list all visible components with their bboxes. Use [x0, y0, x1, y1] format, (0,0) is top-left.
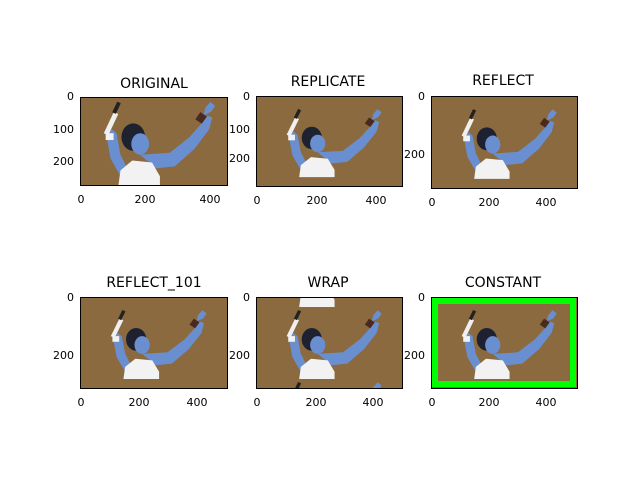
ytick-label: 0	[243, 291, 250, 304]
image-axes-constant	[431, 297, 578, 389]
ytick-label: 0	[67, 90, 74, 103]
image-render	[257, 97, 402, 186]
image-axes-reflect	[431, 96, 578, 189]
panel-title-original: ORIGINAL	[120, 76, 188, 92]
xtick-label: 0	[428, 196, 436, 209]
image-axes-reflect-101	[80, 297, 228, 389]
panel-title-reflect: REFLECT	[472, 73, 534, 89]
xtick-label: 0	[77, 193, 85, 206]
xtick-label: 400	[535, 396, 557, 409]
ytick-label: 0	[67, 291, 74, 304]
xtick-label: 400	[186, 396, 208, 409]
image-render	[432, 298, 577, 388]
ytick-label: 0	[418, 90, 425, 103]
xtick-label: 0	[253, 396, 261, 409]
panel-title-replicate: REPLICATE	[290, 74, 366, 90]
xtick-label: 400	[365, 194, 387, 207]
image-render	[81, 298, 227, 388]
image-axes-original	[80, 97, 228, 186]
xtick-label: 200	[128, 396, 150, 409]
xtick-label: 200	[478, 396, 500, 409]
ytick-label: 200	[53, 155, 74, 168]
xtick-label: 0	[253, 194, 261, 207]
xtick-label: 400	[362, 396, 384, 409]
ytick-label: 200	[404, 148, 425, 161]
panel-title-wrap: WRAP	[307, 275, 349, 291]
image-render	[257, 298, 402, 388]
xtick-label: 0	[77, 396, 85, 409]
panel-title-constant: CONSTANT	[464, 275, 542, 291]
ytick-label: 100	[229, 123, 250, 136]
image-render	[81, 98, 227, 185]
xtick-label: 200	[478, 196, 500, 209]
ytick-label: 200	[404, 349, 425, 362]
ytick-label: 0	[243, 90, 250, 103]
panel-title-reflect-101: REFLECT_101	[106, 275, 202, 291]
image-axes-wrap	[256, 297, 403, 389]
xtick-label: 200	[134, 193, 156, 206]
ytick-label: 0	[418, 291, 425, 304]
xtick-label: 400	[199, 193, 221, 206]
ytick-label: 100	[53, 123, 74, 136]
xtick-label: 200	[306, 194, 328, 207]
image-axes-replicate	[256, 96, 403, 187]
ytick-label: 200	[229, 152, 250, 165]
ytick-label: 200	[53, 349, 74, 362]
xtick-label: 200	[305, 396, 327, 409]
image-render	[432, 97, 577, 188]
ytick-label: 200	[229, 349, 250, 362]
xtick-label: 400	[535, 196, 557, 209]
xtick-label: 0	[428, 396, 436, 409]
